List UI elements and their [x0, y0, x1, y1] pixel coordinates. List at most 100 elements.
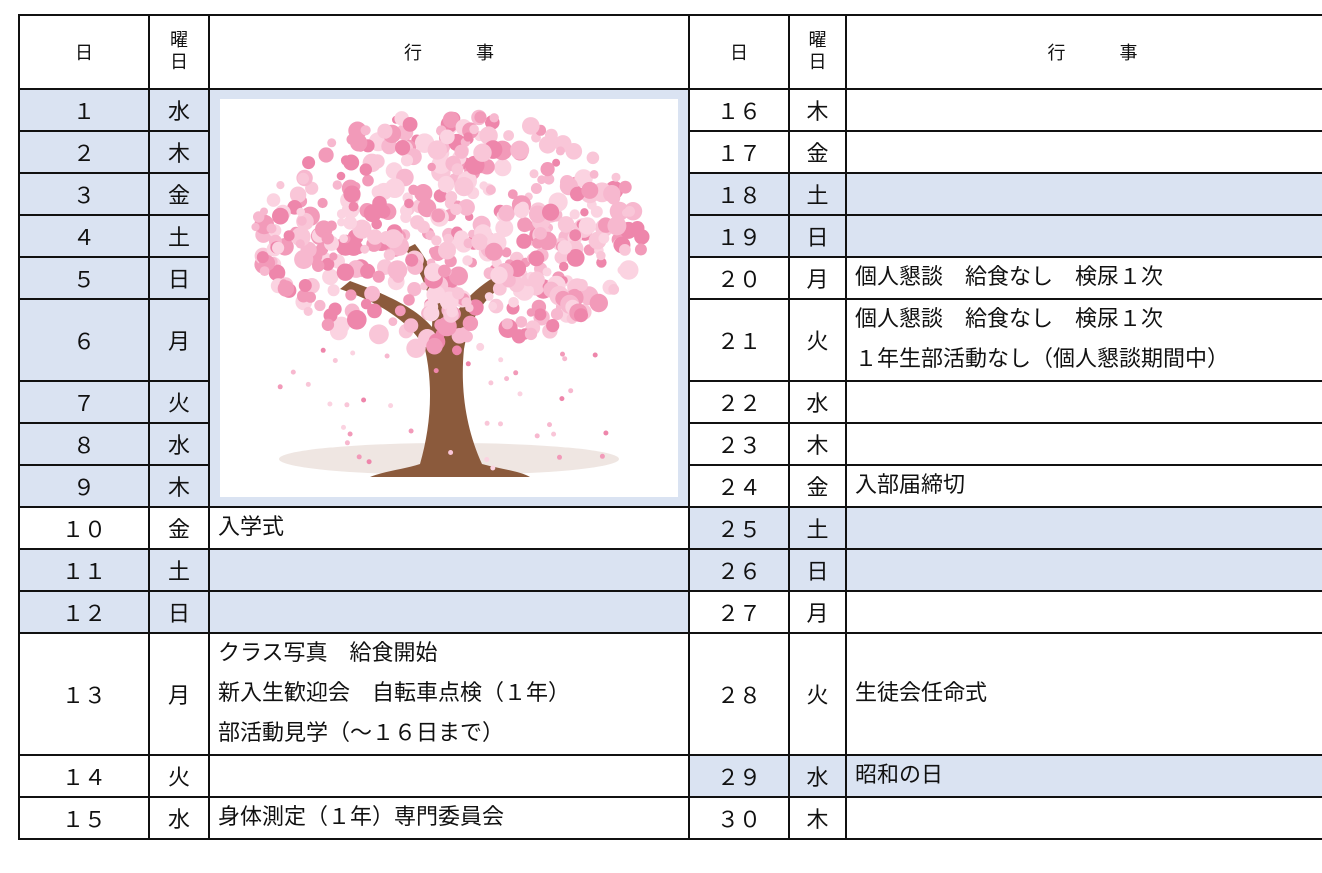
- day: １０: [18, 506, 150, 550]
- day: １: [18, 88, 150, 132]
- weekday: 水: [148, 88, 210, 132]
- events: [845, 380, 1322, 424]
- day: １６: [688, 88, 790, 132]
- row: １３ 月クラス写真 給食開始 新入生歓迎会 自転車点検（１年） 部活動見学（～１６日ま…: [18, 632, 1322, 756]
- row: １２ 日 ２７ 月: [18, 590, 1322, 634]
- day: ２７: [688, 590, 790, 634]
- day: １８: [688, 172, 790, 216]
- weekday: 木: [148, 464, 210, 508]
- day: ２: [18, 130, 150, 174]
- day: ３: [18, 172, 150, 216]
- day: ９: [18, 464, 150, 508]
- row: ３ 金 １８ 土: [18, 172, 1322, 216]
- weekday: 水: [148, 796, 210, 840]
- day: ４: [18, 214, 150, 258]
- day: １２: [18, 590, 150, 634]
- day: ２５: [688, 506, 790, 550]
- day: ２２: [688, 380, 790, 424]
- day: ３０: [688, 796, 790, 840]
- day: １９: [688, 214, 790, 258]
- events: [845, 422, 1322, 466]
- events: クラス写真 給食開始 新入生歓迎会 自転車点検（１年） 部活動見学（～１６日まで）: [208, 632, 690, 756]
- weekday: 土: [148, 214, 210, 258]
- weekday: 水: [788, 380, 847, 424]
- events: [208, 590, 690, 634]
- day: １１: [18, 548, 150, 592]
- day: ２３: [688, 422, 790, 466]
- day: ２０: [688, 256, 790, 300]
- weekday: 土: [788, 506, 847, 550]
- weekday: 月: [788, 256, 847, 300]
- weekday: 月: [788, 590, 847, 634]
- day: １３: [18, 632, 150, 756]
- events: [845, 214, 1322, 258]
- header-events: 行 事: [208, 14, 690, 90]
- weekday: 水: [148, 422, 210, 466]
- header-day: 日: [18, 14, 150, 90]
- weekday: 水: [788, 754, 847, 798]
- header-weekday: 曜日: [148, 14, 210, 90]
- header-day: 日: [688, 14, 790, 90]
- day: ６: [18, 298, 150, 382]
- events: 個人懇談 給食なし 検尿１次 １年生部活動なし（個人懇談期間中）: [845, 298, 1322, 382]
- events: [845, 796, 1322, 840]
- day: ２８: [688, 632, 790, 756]
- event-line: 新入生歓迎会 自転車点検（１年）: [218, 681, 571, 706]
- day: １５: [18, 796, 150, 840]
- events: [845, 172, 1322, 216]
- day: ２４: [688, 464, 790, 508]
- row: ７ 火 ２２ 水: [18, 380, 1322, 424]
- day: ７: [18, 380, 150, 424]
- events: [208, 548, 690, 592]
- events: [845, 130, 1322, 174]
- weekday: 金: [788, 464, 847, 508]
- events: 昭和の日: [845, 754, 1322, 798]
- weekday: 火: [148, 380, 210, 424]
- event-line: クラス写真 給食開始: [218, 641, 438, 666]
- row: ２ 木 １７ 金: [18, 130, 1322, 174]
- cherry-tree: [220, 99, 678, 497]
- day: １４: [18, 754, 150, 798]
- header-weekday-line: 日: [170, 52, 188, 73]
- row: ５ 日 ２０ 月個人懇談 給食なし 検尿１次: [18, 256, 1322, 300]
- row: １０ 金入学式 ２５ 土: [18, 506, 1322, 550]
- events: [845, 590, 1322, 634]
- day: ８: [18, 422, 150, 466]
- event-line: １年生部活動なし（個人懇談期間中）: [855, 347, 1230, 372]
- day: ２６: [688, 548, 790, 592]
- row: ６ 月 ２１ 火個人懇談 給食なし 検尿１次 １年生部活動なし（個人懇談期間中）: [18, 298, 1322, 382]
- row: ４ 土 １９ 日: [18, 214, 1322, 258]
- row: １ 水 １６ 木: [18, 88, 1322, 508]
- weekday: 土: [788, 172, 847, 216]
- events: [845, 506, 1322, 550]
- row: ８ 水 ２３ 木: [18, 422, 1322, 466]
- weekday: 金: [788, 130, 847, 174]
- weekday: 日: [788, 214, 847, 258]
- header-weekday-line: 日: [808, 52, 827, 73]
- weekday: 日: [788, 548, 847, 592]
- day: １７: [688, 130, 790, 174]
- row: １４ 火 ２９ 水昭和の日: [18, 754, 1322, 798]
- event-line: 個人懇談 給食なし 検尿１次: [855, 265, 1164, 290]
- events: 身体測定（１年）専門委員会: [208, 796, 690, 840]
- header-weekday-line: 曜: [808, 30, 827, 51]
- row: １５ 水身体測定（１年）専門委員会 ３０ 木: [18, 796, 1322, 840]
- day: ２９: [688, 754, 790, 798]
- weekday: 木: [788, 88, 847, 132]
- weekday: 火: [788, 298, 847, 382]
- day: ５: [18, 256, 150, 300]
- weekday: 木: [148, 130, 210, 174]
- day: ２１: [688, 298, 790, 382]
- header-row: 日曜日行 事日曜日行 事: [18, 14, 1322, 90]
- weekday: 火: [788, 632, 847, 756]
- event-line: 個人懇談 給食なし 検尿１次: [855, 307, 1164, 332]
- event-line: 生徒会任命式: [855, 681, 988, 706]
- weekday: 日: [148, 256, 210, 300]
- schedule: 日曜日行 事日曜日行 事 １ 水 １６ 木 ２ 木 １７ 金 ３ 金 １８ 土 ４ 土 １９ 日 ５ 日 ２０ 月個人懇…: [18, 14, 1322, 840]
- events: 入学式: [208, 506, 690, 550]
- events: [208, 754, 690, 798]
- event-line: 身体測定（１年）専門委員会: [218, 805, 505, 830]
- weekday: 金: [148, 172, 210, 216]
- events: 個人懇談 給食なし 検尿１次: [845, 256, 1322, 300]
